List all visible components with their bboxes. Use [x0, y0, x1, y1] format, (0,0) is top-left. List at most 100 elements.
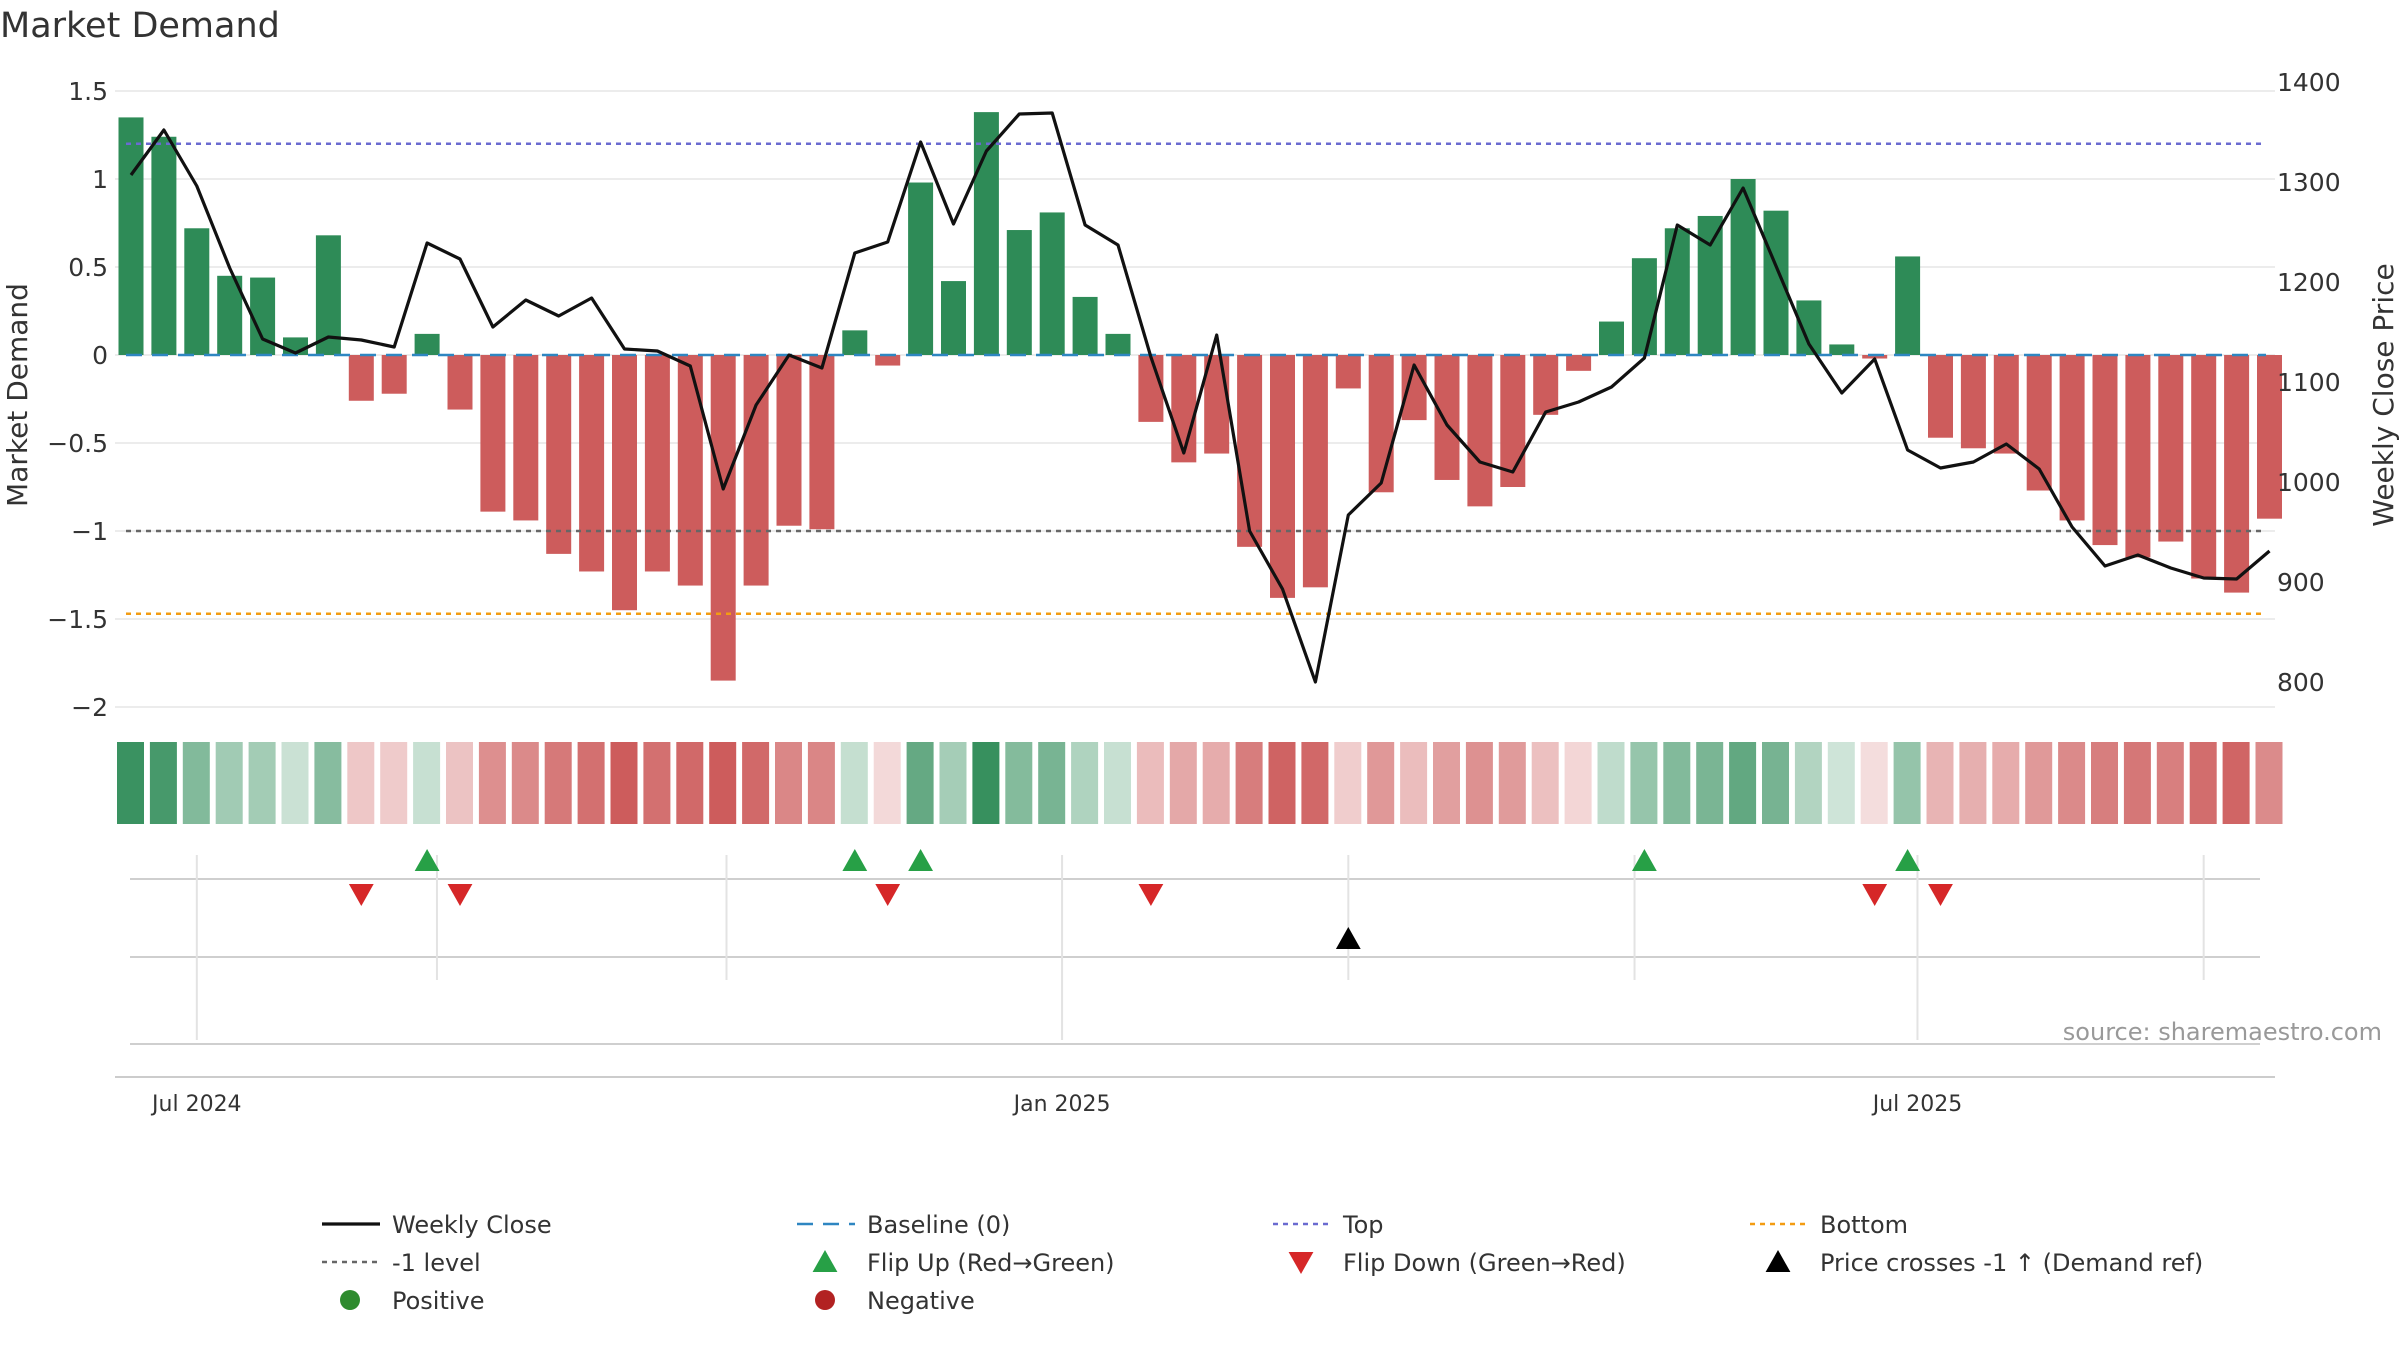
- demand-bar: [710, 355, 736, 681]
- flip-down-marker: [1138, 884, 1164, 906]
- heat-cell: [906, 742, 934, 824]
- demand-bar: [381, 355, 407, 394]
- weekly-close-line: [129, 111, 2271, 684]
- legend-item: Weekly Close: [322, 1211, 552, 1239]
- heat-cell: [742, 742, 770, 824]
- demand-bar: [1697, 215, 1723, 355]
- heat-cell: [1465, 742, 1493, 824]
- heat-cell: [1301, 742, 1329, 824]
- heat-cell: [117, 742, 144, 824]
- demand-bar: [1302, 355, 1328, 588]
- demand-bar: [348, 355, 374, 401]
- heat-cell: [413, 742, 441, 824]
- legend-label: Flip Down (Green→Red): [1343, 1249, 1626, 1277]
- right-tick-label: 1400: [2277, 68, 2341, 97]
- demand-bar: [118, 117, 144, 356]
- right-tick-label: 800: [2277, 668, 2325, 697]
- x-axis: Jul 2024 Jan 2025 Jul 2025: [150, 1092, 1962, 1117]
- demand-bar: [2191, 355, 2217, 579]
- legend-label: -1 level: [392, 1249, 481, 1277]
- flip-up-marker: [908, 849, 933, 871]
- right-tick-label: 900: [2277, 568, 2325, 597]
- demand-bar: [1829, 344, 1855, 355]
- right-axis-label: Weekly Close Price: [2367, 263, 2400, 526]
- x-tick-label: Jan 2025: [1012, 1092, 1111, 1117]
- right-tick-label: 1200: [2277, 268, 2341, 297]
- heat-cell: [281, 742, 309, 824]
- demand-bar: [1368, 355, 1394, 493]
- demand-bar: [776, 355, 802, 526]
- heat-cell: [1169, 742, 1197, 824]
- heat-cell: [1794, 742, 1822, 824]
- demand-bar: [2059, 355, 2085, 521]
- demand-bar: [1434, 355, 1460, 480]
- heat-cell: [182, 742, 210, 824]
- heat-cell: [1104, 742, 1131, 824]
- demand-bar: [1599, 321, 1624, 355]
- flip-up-marker: [414, 849, 440, 871]
- demand-bar: [1631, 258, 1657, 355]
- demand-bar: [1960, 355, 1986, 449]
- left-tick-label: −2: [71, 693, 108, 722]
- left-axis-label: Market Demand: [1, 283, 34, 507]
- demand-bar: [908, 182, 934, 355]
- left-tick-label: −1: [71, 517, 108, 546]
- legend-item: -1 level: [322, 1249, 481, 1277]
- heat-cell: [610, 742, 638, 824]
- demand-bar: [1862, 355, 1888, 359]
- flip-down-marker: [1862, 884, 1888, 906]
- demand-bar: [2158, 355, 2184, 542]
- heat-cell: [1367, 742, 1395, 824]
- demand-bar: [1566, 355, 1592, 371]
- chart-title: Market Demand: [0, 6, 280, 46]
- left-tick-label: −1.5: [47, 605, 108, 634]
- legend-item: Top: [1273, 1211, 1384, 1239]
- legend-label: Bottom: [1820, 1211, 1908, 1239]
- heat-cell: [149, 742, 177, 824]
- heat-cell: [1268, 742, 1296, 824]
- legend-item: Flip Down (Green→Red): [1288, 1249, 1626, 1277]
- heat-cell: [215, 742, 243, 824]
- demand-bar: [1072, 296, 1098, 355]
- heat-cell: [676, 742, 704, 824]
- heat-cell: [2255, 742, 2283, 824]
- demand-bar: [1138, 355, 1164, 422]
- demand-bar: [1664, 228, 1690, 355]
- legend-label: Flip Up (Red→Green): [867, 1249, 1115, 1277]
- demand-bar: [1237, 355, 1263, 547]
- demand-bar: [1533, 355, 1559, 415]
- demand-bar: [1928, 355, 1953, 438]
- heat-cell: [1235, 742, 1263, 824]
- heat-cell: [314, 742, 342, 824]
- legend-item: Baseline (0): [797, 1211, 1010, 1239]
- demand-bar: [1204, 355, 1230, 454]
- right-tick-label: 1300: [2277, 168, 2341, 197]
- demand-bar: [151, 136, 177, 355]
- heat-cell: [972, 742, 1000, 824]
- flip-down-marker: [348, 884, 374, 906]
- left-tick-label: −0.5: [47, 429, 108, 458]
- legend-item: Negative: [815, 1287, 975, 1315]
- demand-bar: [414, 333, 440, 355]
- flip-up-marker: [1895, 849, 1920, 871]
- legend-label: Top: [1342, 1211, 1384, 1239]
- legend-swatch-triangle-up: [812, 1250, 838, 1272]
- demand-bar: [612, 355, 637, 611]
- event-markers-panel: [115, 878, 2275, 1078]
- legend-item: Flip Up (Red→Green): [812, 1249, 1115, 1277]
- legend-label: Price crosses -1 ↑ (Demand ref): [1820, 1249, 2203, 1277]
- demand-bar: [1006, 230, 1032, 355]
- x-tick-label: Jul 2024: [150, 1092, 242, 1117]
- legend-label: Weekly Close: [392, 1211, 552, 1239]
- right-tick-label: 1100: [2277, 368, 2341, 397]
- demand-bar: [941, 281, 966, 355]
- heat-cell: [873, 742, 901, 824]
- event-markers: [348, 849, 1953, 949]
- demand-bar: [842, 330, 868, 355]
- heat-cell: [643, 742, 671, 824]
- heat-cell: [1334, 742, 1362, 824]
- demand-bar: [1270, 355, 1295, 598]
- demand-heat-strip: [117, 742, 2283, 824]
- legend-label: Negative: [867, 1287, 975, 1315]
- heat-cell: [1071, 742, 1099, 824]
